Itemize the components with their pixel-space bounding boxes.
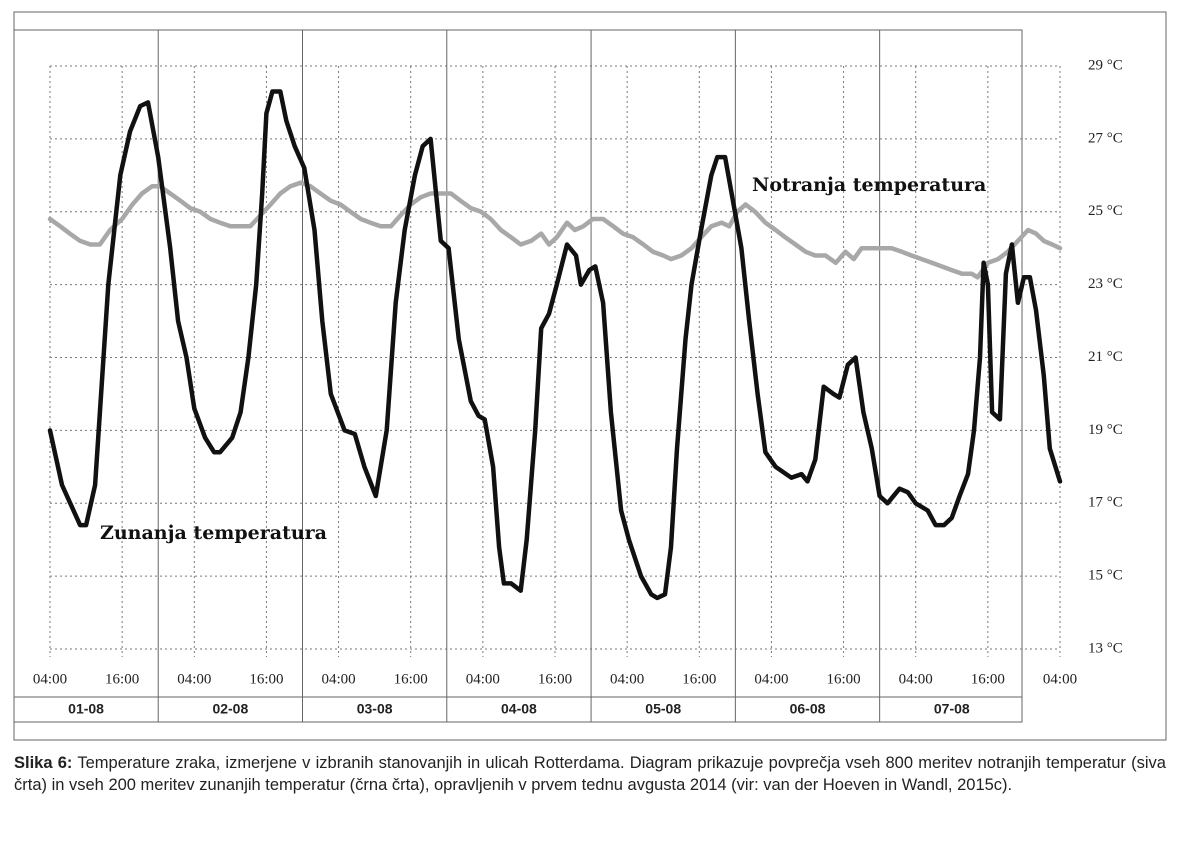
y-tick-label: 25 °C xyxy=(1088,203,1123,219)
series-annotation: Notranja temperatura xyxy=(752,174,986,196)
y-tick-label: 17 °C xyxy=(1088,495,1123,511)
x-tick-label: 04:00 xyxy=(754,671,788,687)
y-tick-label: 23 °C xyxy=(1088,276,1123,292)
y-tick-label: 15 °C xyxy=(1088,568,1123,584)
series-annotation: Zunanja temperatura xyxy=(100,522,327,544)
x-tick-label: 04:00 xyxy=(177,671,211,687)
x-tick-label: 04:00 xyxy=(33,671,67,687)
x-tick-label: 16:00 xyxy=(394,671,428,687)
day-label: 07-08 xyxy=(934,701,970,717)
x-tick-label: 16:00 xyxy=(105,671,139,687)
y-tick-label: 21 °C xyxy=(1088,349,1123,365)
x-tick-label: 16:00 xyxy=(249,671,283,687)
outer-frame xyxy=(13,11,1167,741)
caption-text: Temperature zraka, izmerjene v izbranih … xyxy=(14,754,1166,794)
caption-label: Slika 6: xyxy=(14,754,73,772)
x-tick-label: 04:00 xyxy=(466,671,500,687)
x-tick-label: 04:00 xyxy=(321,671,355,687)
day-label: 05-08 xyxy=(645,701,681,717)
x-tick-label: 16:00 xyxy=(538,671,572,687)
y-tick-label: 27 °C xyxy=(1088,130,1123,146)
x-tick-label: 16:00 xyxy=(682,671,716,687)
y-tick-label: 29 °C xyxy=(1088,57,1123,73)
day-label: 02-08 xyxy=(212,701,248,717)
day-label: 01-08 xyxy=(68,701,104,717)
x-tick-label: 16:00 xyxy=(971,671,1005,687)
x-tick-label: 04:00 xyxy=(899,671,933,687)
y-tick-label: 13 °C xyxy=(1088,640,1123,656)
series-line xyxy=(47,180,1063,280)
plot-frame xyxy=(13,29,1023,723)
x-tick-label: 04:00 xyxy=(610,671,644,687)
caption: Slika 6: Temperature zraka, izmerjene v … xyxy=(14,752,1166,796)
x-tick-label: 04:00 xyxy=(1043,671,1077,687)
y-tick-label: 19 °C xyxy=(1088,422,1123,438)
day-label: 03-08 xyxy=(357,701,393,717)
series-line xyxy=(47,89,1063,601)
x-tick-label: 16:00 xyxy=(826,671,860,687)
day-label: 04-08 xyxy=(501,701,537,717)
chart: Notranja temperatura Zunanja temperatura… xyxy=(13,11,1167,741)
day-label: 06-08 xyxy=(790,701,826,717)
